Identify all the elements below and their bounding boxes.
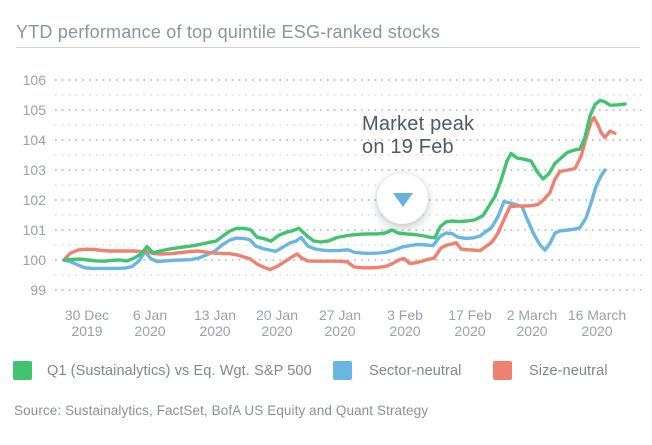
- x-axis-tick-year: 2020: [516, 323, 547, 339]
- x-axis-tick-label: 30 Dec: [65, 307, 109, 323]
- series-line-q1: [62, 98, 627, 263]
- x-axis-tick-label: 20 Jan: [256, 307, 298, 323]
- source-note: Source: Sustainalytics, FactSet, BofA US…: [14, 403, 429, 418]
- y-axis-tick-label: 103: [23, 162, 47, 178]
- annotation-line-2: on 19 Feb: [362, 136, 454, 158]
- x-axis-tick-year: 2019: [71, 323, 102, 339]
- title-divider: [16, 47, 640, 48]
- chart-legend: Q1 (Sustainalytics) vs Eq. Wgt. S&P 500 …: [0, 360, 652, 382]
- legend-swatch-size-neutral: [493, 361, 512, 380]
- x-axis-tick-year: 2020: [454, 323, 485, 339]
- x-axis-tick-year: 2020: [581, 323, 612, 339]
- x-axis-tick-year: 2020: [261, 323, 292, 339]
- y-axis-tick-label: 101: [23, 222, 47, 238]
- x-axis-tick-year: 2020: [324, 323, 355, 339]
- x-axis-tick-label: 3 Feb: [387, 307, 423, 323]
- legend-swatch-q1: [13, 361, 32, 380]
- x-axis-tick-year: 2020: [199, 323, 230, 339]
- market-peak-marker: [377, 173, 428, 224]
- annotation-line-1: Market peak: [362, 113, 475, 135]
- series-line-size-neutral: [62, 115, 617, 272]
- y-axis-tick-label: 105: [23, 102, 47, 118]
- legend-label-size-neutral: Size-neutral: [529, 363, 608, 379]
- x-axis-tick-label: 2 March: [507, 307, 558, 323]
- x-axis-tick-label: 6 Jan: [133, 307, 167, 323]
- y-axis-tick-label: 104: [23, 132, 47, 148]
- chart-title: YTD performance of top quintile ESG-rank…: [16, 22, 440, 42]
- y-axis-tick-label: 100: [23, 252, 47, 268]
- x-axis-tick-label: 27 Jan: [319, 307, 361, 323]
- x-axis-tick-year: 2020: [389, 323, 420, 339]
- y-axis-tick-label: 106: [23, 72, 47, 88]
- x-axis-tick-year: 2020: [134, 323, 165, 339]
- x-axis-tick-label: 17 Feb: [448, 307, 492, 323]
- x-axis-tick-label: 13 Jan: [194, 307, 236, 323]
- legend-label-sector-neutral: Sector-neutral: [369, 363, 462, 379]
- legend-label-q1: Q1 (Sustainalytics) vs Eq. Wgt. S&P 500: [47, 363, 312, 379]
- y-axis-tick-label: 102: [23, 192, 47, 208]
- down-arrow-icon: [392, 193, 413, 207]
- annotation-market-peak: Market peak on 19 Feb: [362, 113, 474, 159]
- series-line-sector-neutral: [62, 168, 607, 271]
- legend-swatch-sector-neutral: [333, 361, 352, 380]
- x-axis-tick-label: 16 March: [568, 307, 626, 323]
- y-axis-tick-label: 99: [30, 282, 46, 298]
